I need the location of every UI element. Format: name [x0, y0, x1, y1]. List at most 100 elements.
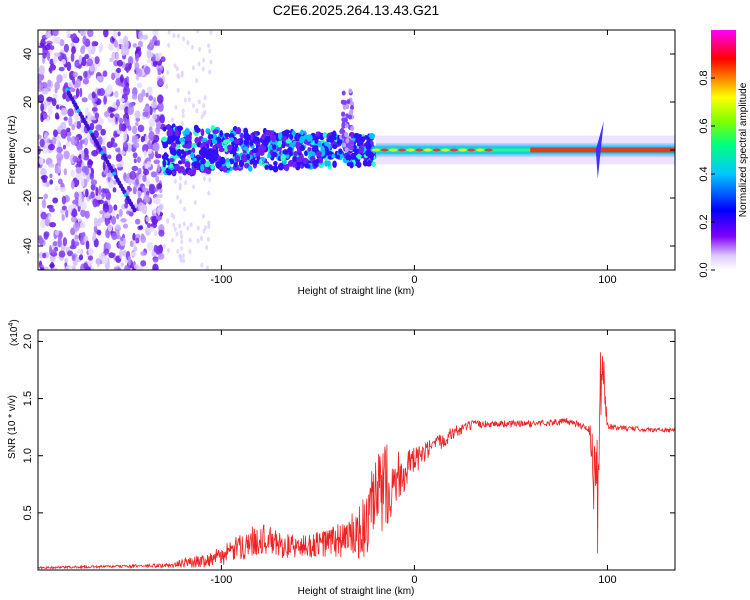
heatmap-cell	[122, 117, 128, 123]
heatmap-cell	[157, 163, 161, 173]
heatmap-cell	[131, 93, 138, 100]
heatmap-cell	[148, 95, 154, 101]
heatmap-cell	[132, 186, 137, 195]
heatmap-cell	[72, 265, 76, 270]
heatmap-cell	[344, 147, 349, 153]
heatmap-cell	[78, 254, 84, 261]
heatmap-cell	[119, 103, 125, 111]
heatmap-cell	[54, 229, 60, 236]
heatmap-cell	[141, 89, 146, 97]
heatmap-cell	[179, 165, 185, 173]
heatmap-cell	[43, 193, 49, 200]
heatmap-cell	[219, 156, 226, 165]
heatmap-cell	[324, 159, 329, 167]
heatmap-cell	[277, 140, 282, 148]
heatmap-cell	[74, 136, 79, 141]
heatmap-cell	[132, 43, 137, 48]
heatmap-cell	[64, 258, 69, 263]
heatmap-cell	[124, 264, 130, 270]
heatmap-cell	[111, 51, 117, 60]
heatmap-cell	[171, 237, 175, 243]
heatmap-cell	[174, 164, 181, 172]
heatmap-cell	[119, 150, 126, 156]
heatmap-cell	[75, 166, 82, 174]
heatmap-cell	[57, 237, 62, 248]
heatmap-cell	[87, 45, 92, 54]
heatmap-cell	[182, 36, 186, 42]
heatmap-cell	[71, 209, 77, 218]
heatmap-cell	[52, 197, 59, 204]
heatmap-cell	[441, 148, 450, 152]
heatmap-cell	[70, 216, 78, 223]
heatmap-cell	[40, 102, 45, 112]
heatmap-cell	[224, 139, 231, 144]
heatmap-cell	[206, 265, 210, 270]
heatmap-cell	[177, 74, 181, 80]
heatmap-cell	[205, 245, 209, 251]
heatmap-cell	[40, 211, 47, 220]
spectrogram-panel: -100 0 100 -40 -20 0 20 40 Height of straight l…	[7, 29, 676, 297]
heatmap-cell	[135, 52, 140, 62]
heatmap-cell	[208, 48, 212, 54]
heatmap-cell	[70, 42, 75, 48]
heatmap-cell	[70, 169, 75, 178]
heatmap-cell	[90, 183, 96, 191]
heatmap-cell	[91, 97, 95, 104]
heatmap-cell	[42, 149, 49, 154]
x-tick-label: -100	[210, 574, 232, 586]
heatmap-cell	[65, 141, 71, 147]
heatmap-cell	[135, 117, 141, 122]
heatmap-cell	[137, 124, 145, 133]
heatmap-cell	[45, 31, 49, 39]
heatmap-cell	[209, 59, 213, 65]
heatmap-cell	[210, 163, 215, 170]
heatmap-cell	[115, 99, 121, 107]
heatmap-cell	[371, 148, 380, 152]
heatmap-cell	[423, 148, 432, 152]
heatmap-cell	[80, 209, 87, 217]
heatmap-cell	[60, 121, 67, 130]
heatmap-cell	[142, 111, 149, 117]
heatmap-cell	[349, 109, 354, 115]
heatmap-cell	[156, 39, 161, 47]
heatmap-cell	[127, 255, 132, 266]
heatmap-cell	[153, 159, 161, 165]
heatmap-cell	[148, 183, 155, 189]
heatmap-cell	[74, 113, 80, 122]
heatmap-cell	[348, 114, 353, 120]
heatmap-cell	[458, 148, 467, 152]
heatmap-cell	[67, 81, 74, 88]
heatmap-cell	[53, 246, 59, 252]
heatmap-cell	[140, 235, 146, 244]
heatmap-cell	[159, 114, 166, 124]
heatmap-cell	[307, 147, 312, 152]
snr-scale-label: (x104)	[8, 319, 20, 346]
heatmap-cell	[43, 132, 48, 141]
heatmap-cell	[112, 101, 118, 110]
heatmap-cell	[149, 39, 153, 48]
heatmap-cell	[132, 232, 136, 241]
heatmap-cell	[196, 225, 200, 231]
heatmap-cell	[312, 145, 319, 150]
heatmap-cell	[44, 44, 51, 51]
heatmap-cell	[152, 208, 157, 214]
spectrogram-ticks: -100 0 100 -40 -20 0 20 40	[22, 30, 675, 286]
heatmap-cell	[258, 158, 263, 166]
heatmap-cell	[138, 174, 142, 184]
heatmap-cell	[367, 151, 375, 159]
heatmap-cell	[48, 213, 52, 221]
heatmap-cell	[299, 144, 305, 152]
heatmap-cell	[176, 144, 181, 149]
heatmap-cell	[133, 264, 139, 270]
y-tick-label: 40	[22, 48, 34, 60]
heatmap-cell	[71, 123, 76, 131]
heatmap-cell	[82, 35, 87, 45]
heatmap-cell	[152, 60, 158, 68]
heatmap-cell	[112, 116, 116, 126]
heatmap-cell	[76, 121, 82, 129]
heatmap-cell	[249, 140, 254, 147]
heatmap-cell	[331, 133, 336, 139]
heatmap-cell	[449, 148, 458, 152]
heatmap-cell	[133, 158, 137, 164]
heatmap-cell	[116, 163, 123, 168]
